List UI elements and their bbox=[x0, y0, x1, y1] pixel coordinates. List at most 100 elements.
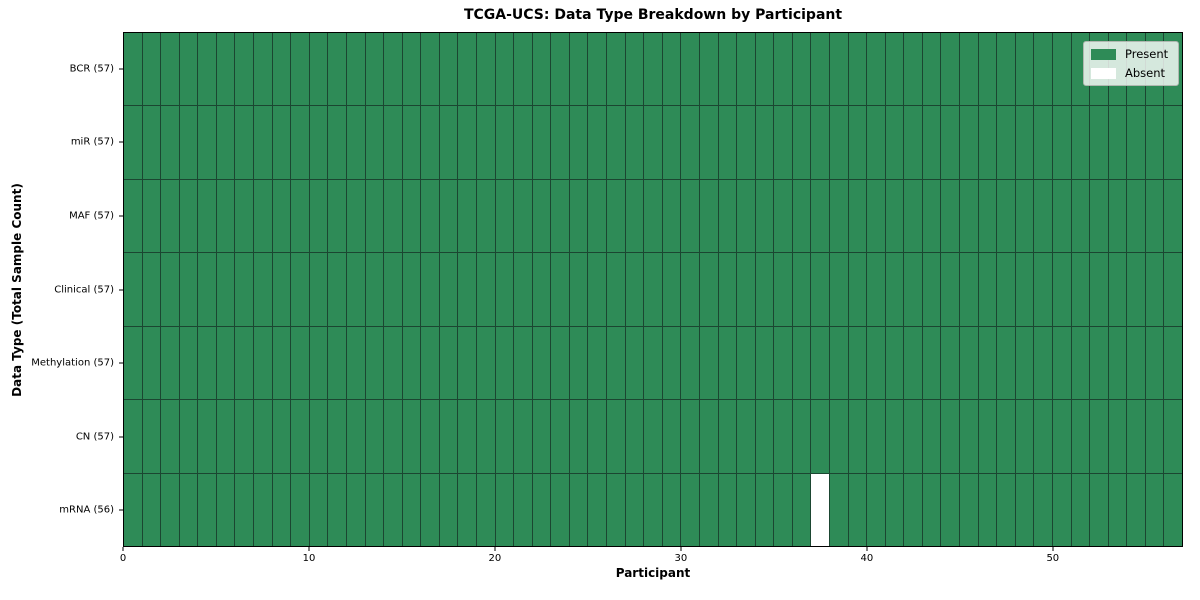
heatmap-cell-present bbox=[662, 106, 681, 179]
heatmap-cell-present bbox=[681, 106, 699, 179]
heatmap-cell-present bbox=[588, 473, 607, 546]
x-tick-label: 40 bbox=[860, 553, 874, 564]
y-tick-mark bbox=[119, 141, 123, 143]
heatmap-cell-present bbox=[792, 400, 811, 473]
heatmap-cell-present bbox=[346, 473, 365, 546]
heatmap-cell-present bbox=[235, 179, 254, 253]
heatmap-cell-present bbox=[774, 106, 792, 179]
heatmap-cell-present bbox=[161, 473, 179, 546]
heatmap-cell-present bbox=[328, 253, 346, 326]
heatmap-cell-present bbox=[644, 179, 662, 253]
heatmap-cell-present bbox=[588, 253, 607, 326]
heatmap-cell-present bbox=[458, 253, 476, 326]
heatmap-cell-present bbox=[532, 400, 551, 473]
heatmap-cell-present bbox=[829, 253, 848, 326]
heatmap-cell-present bbox=[124, 179, 142, 253]
heatmap-cell-present bbox=[607, 106, 625, 179]
heatmap-cell-present bbox=[829, 326, 848, 400]
y-tick-mark bbox=[119, 68, 123, 70]
heatmap-cell-present bbox=[309, 33, 328, 106]
heatmap-cell-present bbox=[309, 106, 328, 179]
heatmap-cell-present bbox=[272, 106, 291, 179]
heatmap-cell-present bbox=[662, 326, 681, 400]
heatmap-cell-present bbox=[662, 179, 681, 253]
heatmap-cell-present bbox=[1090, 400, 1108, 473]
heatmap-cell-present bbox=[161, 400, 179, 473]
heatmap-cell-present bbox=[1108, 326, 1127, 400]
heatmap-cell-present bbox=[551, 473, 569, 546]
heatmap-cell-present bbox=[272, 326, 291, 400]
heatmap-cell-present bbox=[384, 33, 402, 106]
heatmap-cell-present bbox=[402, 473, 421, 546]
heatmap-cell-present bbox=[774, 473, 792, 546]
heatmap-cell-present bbox=[402, 253, 421, 326]
heatmap-cell-present bbox=[848, 106, 867, 179]
heatmap-cell-present bbox=[1127, 400, 1145, 473]
heatmap-cell-present bbox=[941, 473, 960, 546]
heatmap-cell-present bbox=[439, 473, 458, 546]
heatmap-cell-present bbox=[365, 106, 384, 179]
heatmap-cell-present bbox=[885, 400, 904, 473]
heatmap-cell-present bbox=[885, 179, 904, 253]
heatmap-cell-present bbox=[198, 400, 216, 473]
heatmap-cell-present bbox=[458, 106, 476, 179]
heatmap-cell-present bbox=[755, 253, 774, 326]
heatmap-cell-present bbox=[681, 326, 699, 400]
heatmap-cell-present bbox=[1015, 253, 1034, 326]
heatmap-cell-present bbox=[328, 33, 346, 106]
heatmap-cell-present bbox=[922, 326, 941, 400]
heatmap-cell-present bbox=[885, 106, 904, 179]
heatmap-cell-present bbox=[198, 253, 216, 326]
heatmap-cell-present bbox=[179, 400, 198, 473]
heatmap-cell-present bbox=[644, 33, 662, 106]
heatmap-cell-present bbox=[216, 106, 235, 179]
heatmap-cell-present bbox=[254, 473, 272, 546]
heatmap-cell-present bbox=[439, 400, 458, 473]
heatmap-cell-present bbox=[1071, 179, 1090, 253]
x-tick-mark bbox=[122, 547, 124, 551]
x-tick-label: 10 bbox=[302, 553, 316, 564]
heatmap-cell-present bbox=[718, 253, 737, 326]
heatmap-cell-present bbox=[1090, 106, 1108, 179]
heatmap-cell-present bbox=[1071, 326, 1090, 400]
heatmap-cell-present bbox=[458, 400, 476, 473]
heatmap-cell-present bbox=[1052, 326, 1071, 400]
heatmap-cell-present bbox=[829, 473, 848, 546]
heatmap-cell-present bbox=[904, 326, 922, 400]
heatmap-cell-present bbox=[644, 400, 662, 473]
heatmap-cell-present bbox=[960, 326, 978, 400]
heatmap-cell-present bbox=[365, 400, 384, 473]
heatmap-cell-present bbox=[922, 106, 941, 179]
heatmap-cell-present bbox=[402, 400, 421, 473]
heatmap-cell-present bbox=[272, 400, 291, 473]
heatmap-cell-present bbox=[625, 106, 644, 179]
heatmap-cell-present bbox=[346, 106, 365, 179]
heatmap-cell-present bbox=[216, 179, 235, 253]
heatmap-cell-present bbox=[1071, 400, 1090, 473]
heatmap-cell-present bbox=[922, 33, 941, 106]
heatmap-cell-present bbox=[235, 400, 254, 473]
heatmap-cell-present bbox=[588, 400, 607, 473]
heatmap-cell-present bbox=[997, 400, 1015, 473]
heatmap-cell-present bbox=[588, 179, 607, 253]
heatmap-cell-present bbox=[662, 253, 681, 326]
heatmap-cell-present bbox=[904, 400, 922, 473]
heatmap-cell-present bbox=[495, 106, 514, 179]
heatmap-cell-present bbox=[1127, 326, 1145, 400]
heatmap-cell-present bbox=[625, 253, 644, 326]
heatmap-cell-present bbox=[848, 473, 867, 546]
heatmap-cell-present bbox=[309, 326, 328, 400]
heatmap-cell-present bbox=[1052, 253, 1071, 326]
heatmap-cell-present bbox=[607, 473, 625, 546]
heatmap-cell-present bbox=[1015, 33, 1034, 106]
heatmap-cell-present bbox=[941, 400, 960, 473]
heatmap-cell-present bbox=[551, 106, 569, 179]
heatmap-cell-present bbox=[272, 253, 291, 326]
heatmap-cell-present bbox=[495, 473, 514, 546]
heatmap-cell-present bbox=[625, 33, 644, 106]
heatmap-cell-present bbox=[254, 106, 272, 179]
heatmap-cell-present bbox=[792, 253, 811, 326]
heatmap-cell-present bbox=[328, 106, 346, 179]
heatmap-cell-present bbox=[179, 326, 198, 400]
heatmap-cell-present bbox=[607, 400, 625, 473]
